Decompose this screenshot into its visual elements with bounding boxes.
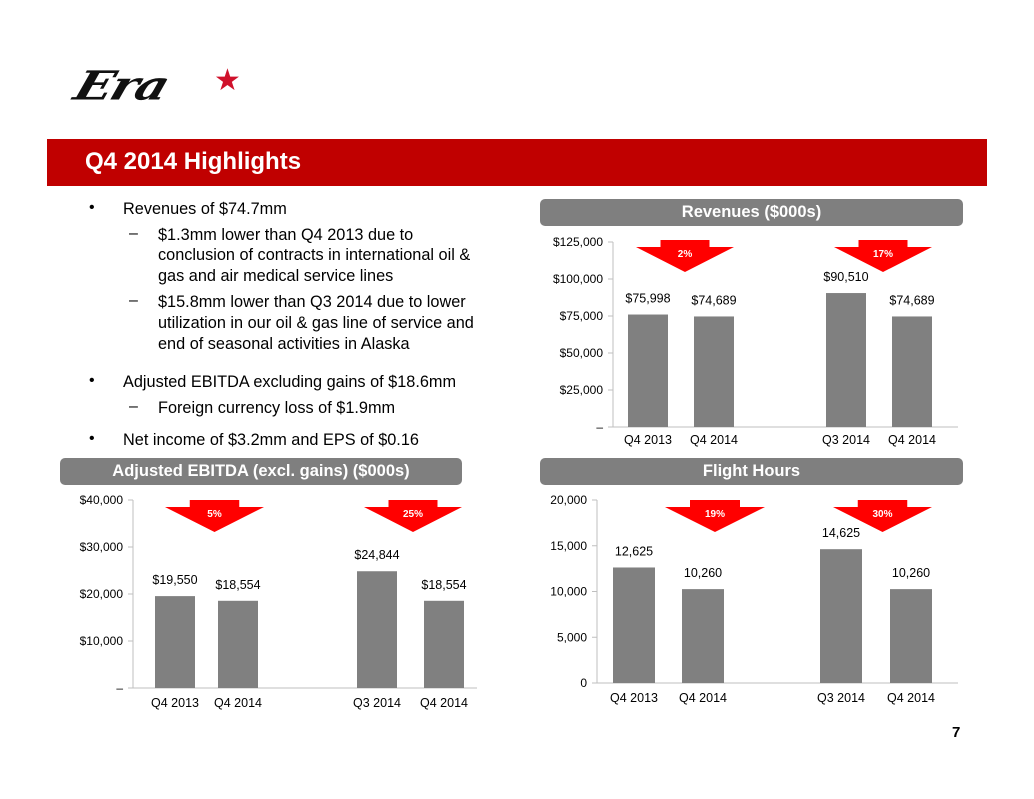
sub-bullet-text: conclusion of contracts in international… <box>158 246 471 264</box>
ebitda-bar <box>155 596 195 688</box>
ebitda-chart-title: Adjusted EBITDA (excl. gains) ($000s) <box>60 458 462 485</box>
ebitda-y-tick-label: $10,000 <box>80 634 124 648</box>
flight-hours-y-tick-label: 15,000 <box>550 539 587 553</box>
revenues-y-tick-label: $75,000 <box>560 309 604 323</box>
ebitda-y-tick-label: $20,000 <box>80 587 124 601</box>
ebitda-x-tick-label: Q4 2013 <box>151 696 199 710</box>
revenues-change-label: 17% <box>873 249 893 260</box>
ebitda-bar <box>357 571 397 688</box>
revenues-y-tick-label: $50,000 <box>560 346 604 360</box>
ebitda-change-label: 25% <box>403 509 423 520</box>
flight-hours-change-label: 30% <box>872 509 892 520</box>
revenues-y-tick-label: $25,000 <box>560 383 604 397</box>
flight-hours-value-label: 10,260 <box>684 566 722 580</box>
revenues-value-label: $74,689 <box>889 293 934 307</box>
down-arrow-icon <box>665 500 765 532</box>
revenues-x-tick-label: Q4 2014 <box>690 433 738 447</box>
revenues-value-label: $90,510 <box>823 270 868 284</box>
flight-hours-x-tick-label: Q4 2013 <box>610 691 658 705</box>
revenues-x-tick-label: Q4 2013 <box>624 433 672 447</box>
down-arrow-icon <box>833 500 932 532</box>
bullet-text: Adjusted EBITDA excluding gains of $18.6… <box>123 373 457 391</box>
sub-bullet-text: $15.8mm lower than Q3 2014 due to lower <box>158 293 466 311</box>
revenues-x-tick-label: Q3 2014 <box>822 433 870 447</box>
ebitda-change-label: 5% <box>207 509 222 520</box>
star-icon: ★ <box>214 64 241 97</box>
ebitda-value-label: $18,554 <box>215 578 260 592</box>
revenues-bar <box>694 316 734 427</box>
revenues-bar <box>628 314 668 427</box>
dash-icon: – <box>129 398 138 415</box>
flight-hours-value-label: 14,625 <box>822 526 860 540</box>
dash-icon: – <box>129 292 138 309</box>
bullet-icon: • <box>89 199 95 216</box>
revenues-chart-title: Revenues ($000s) <box>540 199 963 226</box>
sub-bullet-text: $1.3mm lower than Q4 2013 due to <box>158 226 414 244</box>
sub-bullet-text: end of seasonal activities in Alaska <box>158 335 410 353</box>
bullet-text: Revenues of $74.7mm <box>123 200 287 218</box>
revenues-y-tick-label: – <box>596 420 603 434</box>
ebitda-y-tick-label: $30,000 <box>80 540 124 554</box>
flight-hours-value-label: 10,260 <box>892 566 930 580</box>
flight-hours-y-tick-label: 0 <box>580 676 587 690</box>
title-bar: Q4 2014 Highlights <box>47 139 987 186</box>
flight-hours-bar <box>890 589 932 683</box>
flight-hours-value-label: 12,625 <box>615 544 653 558</box>
revenues-bar <box>892 316 932 427</box>
flight-hours-x-tick-label: Q4 2014 <box>887 691 935 705</box>
ebitda-x-tick-label: Q4 2014 <box>214 696 262 710</box>
flight-hours-y-tick-label: 20,000 <box>550 493 587 507</box>
down-arrow-icon <box>834 240 932 272</box>
ebitda-y-tick-label: $40,000 <box>80 493 124 507</box>
flight-hours-bar <box>682 589 724 683</box>
revenues-change-label: 2% <box>678 249 693 260</box>
revenues-value-label: $74,689 <box>691 293 736 307</box>
revenues-y-tick-label: $125,000 <box>553 235 603 249</box>
revenues-y-tick-label: $100,000 <box>553 272 603 286</box>
flight-hours-x-tick-label: Q4 2014 <box>679 691 727 705</box>
page-number: 7 <box>952 724 961 741</box>
flight-hours-bar <box>820 549 862 683</box>
flight-hours-change-label: 19% <box>705 509 725 520</box>
era-logo: Era ★ <box>68 62 252 122</box>
flight-hours-bar <box>613 567 655 683</box>
flight-hours-y-tick-label: 5,000 <box>557 630 587 644</box>
dash-icon: – <box>129 225 138 242</box>
bullet-icon: • <box>89 430 95 447</box>
down-arrow-icon <box>636 240 734 272</box>
ebitda-y-tick-label: – <box>116 681 123 695</box>
ebitda-x-tick-label: Q3 2014 <box>353 696 401 710</box>
sub-bullet-text: utilization in our oil & gas line of ser… <box>158 314 474 332</box>
ebitda-bar <box>424 600 464 688</box>
revenues-bar <box>826 293 866 427</box>
bullet-icon: • <box>89 372 95 389</box>
revenues-x-tick-label: Q4 2014 <box>888 433 936 447</box>
bullet-text: Net income of $3.2mm and EPS of $0.16 <box>123 431 419 449</box>
ebitda-value-label: $24,844 <box>354 548 399 562</box>
flight-hours-chart-title: Flight Hours <box>540 458 963 485</box>
sub-bullet-text: Foreign currency loss of $1.9mm <box>158 399 396 417</box>
flight-hours-x-tick-label: Q3 2014 <box>817 691 865 705</box>
page-title: Q4 2014 Highlights <box>85 148 302 175</box>
down-arrow-icon <box>165 500 264 532</box>
ebitda-bar <box>218 600 258 688</box>
ebitda-value-label: $19,550 <box>152 573 197 587</box>
flight-hours-y-tick-label: 10,000 <box>550 585 587 599</box>
ebitda-value-label: $18,554 <box>421 578 466 592</box>
ebitda-x-tick-label: Q4 2014 <box>420 696 468 710</box>
revenues-value-label: $75,998 <box>625 292 670 306</box>
sub-bullet-text: gas and air medical service lines <box>158 267 394 285</box>
down-arrow-icon <box>364 500 462 532</box>
